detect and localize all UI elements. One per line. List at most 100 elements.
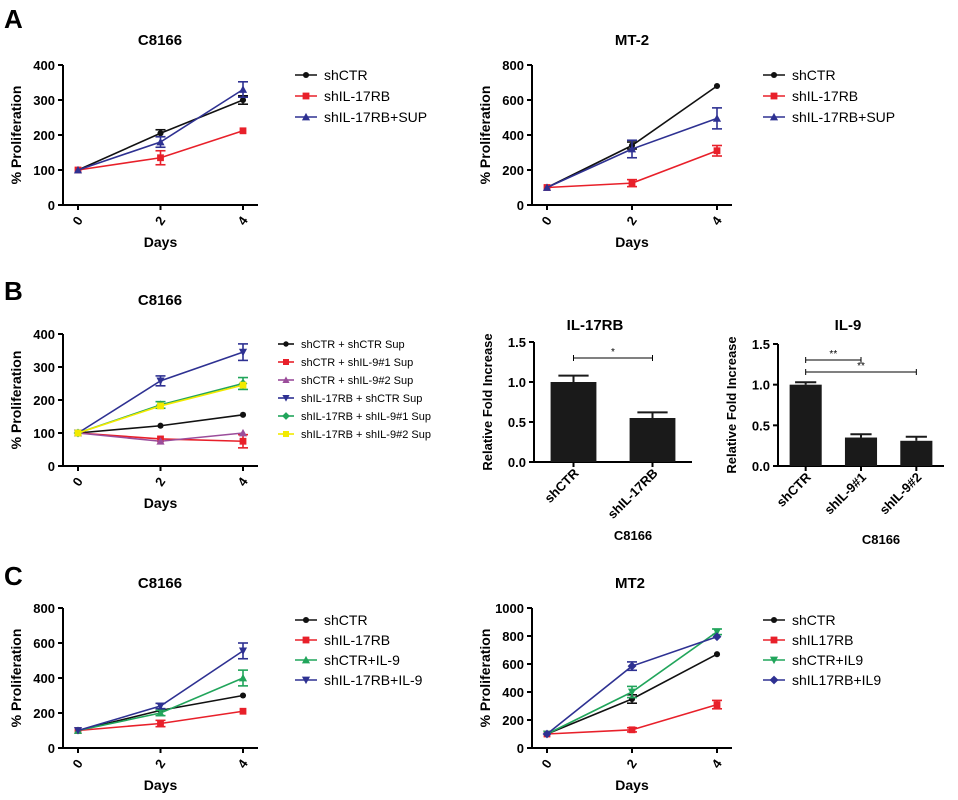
legend: shCTR shIL-17RB shIL-17RB+SUP (295, 67, 427, 125)
x-tick-label: 4 (234, 474, 251, 489)
y-tick-label: 200 (33, 393, 55, 408)
panel-label-c: C (4, 561, 23, 591)
y-tick-label: 0.5 (508, 415, 526, 430)
data-point (157, 130, 164, 137)
series-line (77, 650, 244, 732)
x-tick-label: 2 (152, 756, 168, 771)
data-point (238, 673, 248, 682)
x-axis-label: C8166 (614, 528, 652, 543)
chart-C2: MT2 0 200 400 600 800 1000 0 2 4 Days % Proliferati… (477, 575, 881, 793)
data-point (73, 165, 83, 174)
bar (844, 437, 878, 466)
chart-title: IL-17RB (567, 317, 624, 334)
x-tick-label: 2 (623, 756, 639, 771)
y-tick-label: 600 (502, 93, 524, 108)
y-tick-label: 300 (33, 360, 55, 375)
data-point (238, 428, 248, 437)
x-axis-label: Days (144, 234, 178, 250)
data-point (239, 127, 247, 135)
chart-B2: IL-17RB 0.0 0.5 1.0 1.5 shCTR shIL-17RB * C8166 R… (480, 317, 692, 543)
category-label: shCTR (541, 465, 582, 506)
legend-label: shIL17RB (792, 632, 853, 648)
data-point (156, 137, 165, 146)
panel-label-b: B (4, 276, 23, 306)
y-tick-label: 100 (33, 426, 55, 441)
legend: shCTR shIL17RB shCTR+IL9 shIL17RB+IL9 (763, 612, 881, 688)
series-1 (543, 699, 722, 738)
data-point (238, 647, 248, 655)
legend-marker (282, 376, 290, 383)
x-tick-label: 2 (152, 213, 168, 228)
x-tick-label: 0 (69, 756, 85, 771)
x-axis-label: C8166 (862, 532, 900, 547)
significance-label: ** (857, 361, 865, 372)
data-point (238, 85, 248, 93)
y-tick-label: 0.0 (508, 455, 526, 470)
data-point (239, 707, 247, 715)
legend-label: shIL-17RB (324, 88, 390, 104)
bar (900, 440, 933, 466)
legend-label: shIL-17RB+IL-9 (324, 672, 423, 688)
y-axis-label: % Proliferation (477, 629, 493, 728)
legend-marker (301, 112, 311, 121)
legend-marker (283, 341, 289, 347)
series-2 (73, 669, 248, 734)
legend-label: shCTR+IL-9 (324, 652, 400, 668)
legend-marker (302, 71, 310, 79)
y-tick-label: 0.5 (752, 418, 770, 433)
legend-marker (770, 92, 778, 100)
x-axis-label: Days (615, 234, 649, 250)
y-tick-label: 300 (33, 93, 55, 108)
legend-label: shCTR + shCTR Sup (301, 339, 405, 351)
data-point (156, 437, 165, 445)
legend-label: shCTR+IL9 (792, 652, 863, 668)
category-label: shIL-9#1 (821, 470, 869, 518)
data-point (713, 651, 721, 658)
x-tick-label: 0 (538, 213, 554, 228)
legend: shCTR + shCTR Sup shCTR + shIL-9#1 Sup shC… (278, 339, 431, 441)
data-point (239, 381, 247, 389)
y-axis-label: % Proliferation (477, 86, 493, 185)
legend-marker (770, 71, 778, 79)
y-tick-label: 400 (33, 58, 55, 73)
legend-label: shIL17RB+IL9 (792, 672, 881, 688)
legend-marker (282, 412, 290, 420)
legend-label: shIL-17RB (792, 88, 858, 104)
y-tick-label: 1.0 (752, 378, 770, 393)
data-point (542, 183, 552, 191)
y-tick-label: 400 (502, 128, 524, 143)
legend-label: shIL-17RB + shIL-9#2 Sup (301, 429, 431, 441)
x-axis-label: Days (144, 495, 178, 511)
data-point (239, 692, 247, 699)
y-tick-label: 800 (502, 629, 524, 644)
data-point (713, 701, 721, 708)
y-tick-label: 800 (502, 58, 524, 73)
data-point (156, 377, 165, 385)
x-tick-label: 0 (69, 474, 85, 489)
y-axis-label: % Proliferation (8, 86, 24, 185)
legend-marker (283, 359, 289, 365)
legend-marker (302, 92, 310, 100)
legend-label: shCTR + shIL-9#2 Sup (301, 375, 413, 387)
data-point (156, 702, 165, 711)
data-point (628, 179, 636, 187)
data-point (627, 688, 637, 697)
x-axis-label: Days (615, 777, 649, 793)
y-tick-label: 200 (502, 163, 524, 178)
data-point (712, 632, 722, 642)
y-tick-label: 0.0 (752, 459, 770, 474)
series-line (546, 631, 718, 735)
series-2 (542, 107, 722, 191)
y-tick-label: 0 (517, 741, 524, 756)
data-point (627, 144, 637, 153)
data-point (628, 726, 636, 734)
bar (550, 382, 597, 462)
legend-label: shCTR (324, 67, 368, 83)
x-tick-label: 2 (623, 213, 639, 228)
significance-label: * (611, 347, 615, 358)
y-tick-label: 1000 (495, 601, 524, 616)
category-label: shIL-17RB (605, 466, 661, 522)
chart-title: IL-9 (835, 317, 862, 334)
x-tick-label: 4 (234, 756, 251, 771)
